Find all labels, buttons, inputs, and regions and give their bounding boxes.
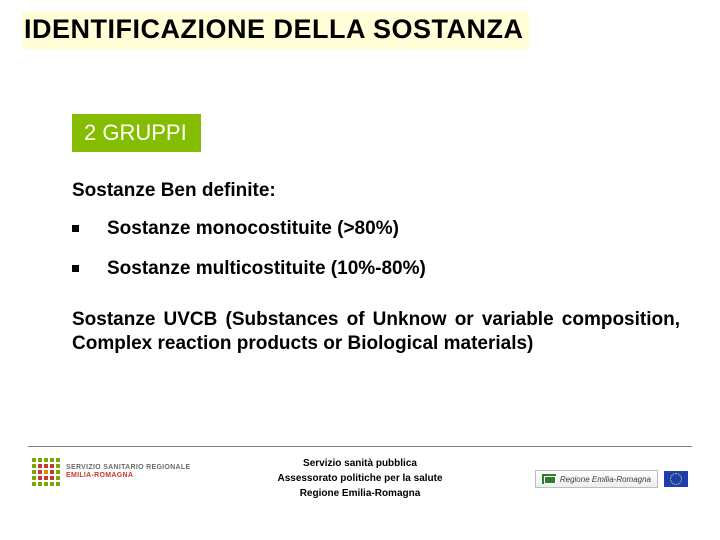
group-badge: 2 GRUPPI <box>72 114 201 152</box>
section1-heading: Sostanze Ben definite: <box>72 180 680 202</box>
list-item: Sostanze multicostituite (10%-80%) <box>72 258 680 280</box>
title-highlight: IDENTIFICAZIONE DELLA SOSTANZA <box>22 12 529 49</box>
list-item-text: Sostanze monocostituite (>80%) <box>107 218 399 240</box>
ssr-line2: EMILIA-ROMAGNA <box>66 472 190 480</box>
regione-text: Regione Emilia-Romagna <box>560 475 651 484</box>
slide: IDENTIFICAZIONE DELLA SOSTANZA 2 GRUPPI … <box>0 0 720 540</box>
bullet-icon <box>72 225 79 232</box>
list-item: Sostanze monocostituite (>80%) <box>72 218 680 240</box>
list-item-text: Sostanze multicostituite (10%-80%) <box>107 258 426 280</box>
ssr-logo: SERVIZIO SANITARIO REGIONALE EMILIA-ROMA… <box>32 458 190 486</box>
footer-line-3: Regione Emilia-Romagna <box>0 486 720 501</box>
eu-stars-icon <box>670 473 682 485</box>
body-content: Sostanze Ben definite: Sostanze monocost… <box>72 180 680 356</box>
section2-paragraph: Sostanze UVCB (Substances of Unknow or v… <box>72 308 680 356</box>
footer-separator <box>28 446 692 447</box>
bullet-list: Sostanze monocostituite (>80%) Sostanze … <box>72 218 680 280</box>
right-logos: Regione Emilia-Romagna <box>535 470 688 488</box>
ssr-line1: SERVIZIO SANITARIO REGIONALE <box>66 464 190 472</box>
bullet-icon <box>72 265 79 272</box>
ssr-text: SERVIZIO SANITARIO REGIONALE EMILIA-ROMA… <box>66 464 190 479</box>
regione-logo: Regione Emilia-Romagna <box>535 470 658 488</box>
regione-flag-icon <box>542 474 556 484</box>
title-block: IDENTIFICAZIONE DELLA SOSTANZA <box>22 12 529 49</box>
ssr-dots-icon <box>32 458 60 486</box>
page-title: IDENTIFICAZIONE DELLA SOSTANZA <box>24 14 523 45</box>
eu-flag-icon <box>664 471 688 487</box>
